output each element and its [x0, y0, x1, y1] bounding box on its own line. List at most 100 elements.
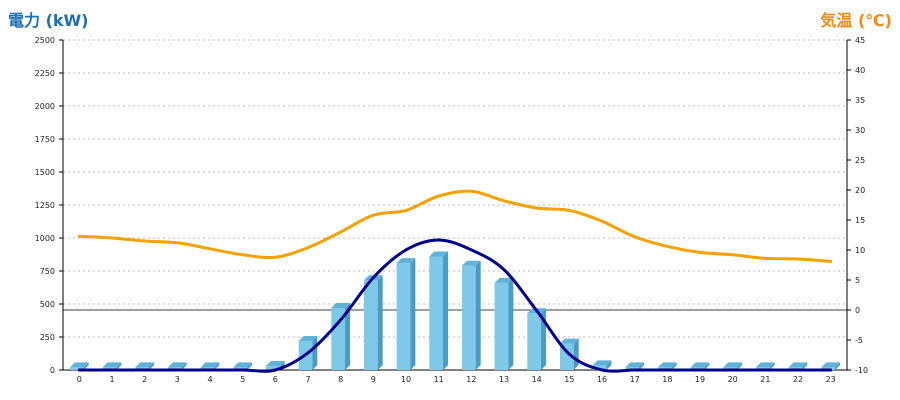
x-tick-label: 20 [728, 375, 738, 384]
left-tick-label: 1750 [35, 135, 55, 144]
bar-top [298, 335, 318, 341]
left-tick-label: 500 [40, 300, 55, 309]
right-tick-label: 30 [855, 126, 865, 135]
x-tick-label: 13 [499, 375, 509, 384]
bar [363, 275, 383, 370]
left-axis-title: 電力 (kW) [8, 11, 89, 30]
bar [559, 338, 579, 370]
bar-top [461, 260, 481, 266]
x-tick-label: 17 [630, 375, 640, 384]
right-tick-label: 45 [855, 36, 865, 45]
right-tick-label: 0 [855, 306, 860, 315]
bar-side [508, 277, 514, 370]
bar-top [494, 277, 514, 283]
bar-side [606, 360, 612, 370]
x-tick-label: 16 [597, 375, 607, 384]
left-tick-label: 2500 [35, 36, 55, 45]
bar-front [559, 343, 574, 370]
bar [461, 260, 481, 370]
right-axis-title: 気温 (℃) [820, 11, 892, 30]
bar-front [429, 256, 444, 370]
right-tick-label: -10 [855, 366, 868, 375]
right-tick-label: 15 [855, 216, 865, 225]
x-tick-label: 23 [826, 375, 836, 384]
x-tick-label: 7 [305, 375, 310, 384]
bar-side [475, 260, 481, 370]
bar-side [377, 275, 383, 370]
x-tick-label: 2 [142, 375, 147, 384]
bar-side [443, 251, 449, 370]
x-tick-label: 9 [371, 375, 376, 384]
bar [331, 302, 351, 370]
bar-front [461, 265, 476, 370]
bar-side [116, 362, 122, 370]
bar-top [592, 360, 612, 366]
bar [396, 258, 416, 370]
left-tick-label: 2250 [35, 69, 55, 78]
bar-top [559, 338, 579, 344]
x-tick-label: 14 [532, 375, 542, 384]
left-tick-label: 1500 [35, 168, 55, 177]
right-tick-label: 35 [855, 96, 865, 105]
x-tick-label: 21 [760, 375, 770, 384]
x-tick-label: 15 [564, 375, 574, 384]
bar-top [167, 362, 187, 368]
bar-front [592, 365, 607, 370]
bar-top [690, 362, 710, 368]
bar-top [265, 361, 285, 367]
x-tick-label: 5 [240, 375, 245, 384]
x-tick-label: 1 [109, 375, 114, 384]
right-tick-label: 25 [855, 156, 865, 165]
bar-top [396, 258, 416, 264]
x-tick-label: 0 [77, 375, 82, 384]
bar-top [821, 362, 841, 368]
temperature-line [77, 189, 833, 263]
x-tick-label: 8 [338, 375, 343, 384]
bar-side [410, 258, 416, 370]
x-tick-label: 10 [401, 375, 411, 384]
x-tick-label: 18 [662, 375, 672, 384]
bar-side [769, 362, 775, 370]
bar-side [181, 362, 187, 370]
bar-top [69, 362, 89, 368]
bar-front [363, 280, 378, 370]
bar-side [737, 362, 743, 370]
x-tick-label: 11 [434, 375, 444, 384]
x-tick-label: 19 [695, 375, 705, 384]
left-tick-label: 2000 [35, 102, 55, 111]
x-tick-label: 4 [207, 375, 212, 384]
bar-side [639, 362, 645, 370]
power-line [77, 238, 833, 373]
bar-front [527, 313, 542, 370]
bar-front [494, 282, 509, 370]
bar-top [331, 302, 351, 308]
right-tick-label: 40 [855, 66, 865, 75]
x-tick-label: 3 [175, 375, 180, 384]
right-tick-label: -5 [855, 336, 863, 345]
bar [592, 360, 612, 370]
bar-side [345, 302, 351, 370]
left-tick-label: 1000 [35, 234, 55, 243]
bar-side [835, 362, 841, 370]
left-tick-label: 1250 [35, 201, 55, 210]
right-tick-label: 5 [855, 276, 860, 285]
bar-top [200, 362, 220, 368]
left-tick-label: 750 [40, 267, 55, 276]
bar-top [755, 362, 775, 368]
bar-top [625, 362, 645, 368]
bar-side [573, 338, 579, 370]
bar-side [214, 362, 220, 370]
left-tick-label: 0 [50, 366, 55, 375]
bar-side [83, 362, 89, 370]
x-tick-label: 6 [273, 375, 278, 384]
bar-side [312, 335, 318, 370]
bar-side [247, 362, 253, 370]
bar-top [102, 362, 122, 368]
left-tick-label: 250 [40, 333, 55, 342]
bar-top [723, 362, 743, 368]
bar-side [704, 362, 710, 370]
bar-top [233, 362, 253, 368]
bar-side [671, 362, 677, 370]
bar [69, 362, 89, 370]
